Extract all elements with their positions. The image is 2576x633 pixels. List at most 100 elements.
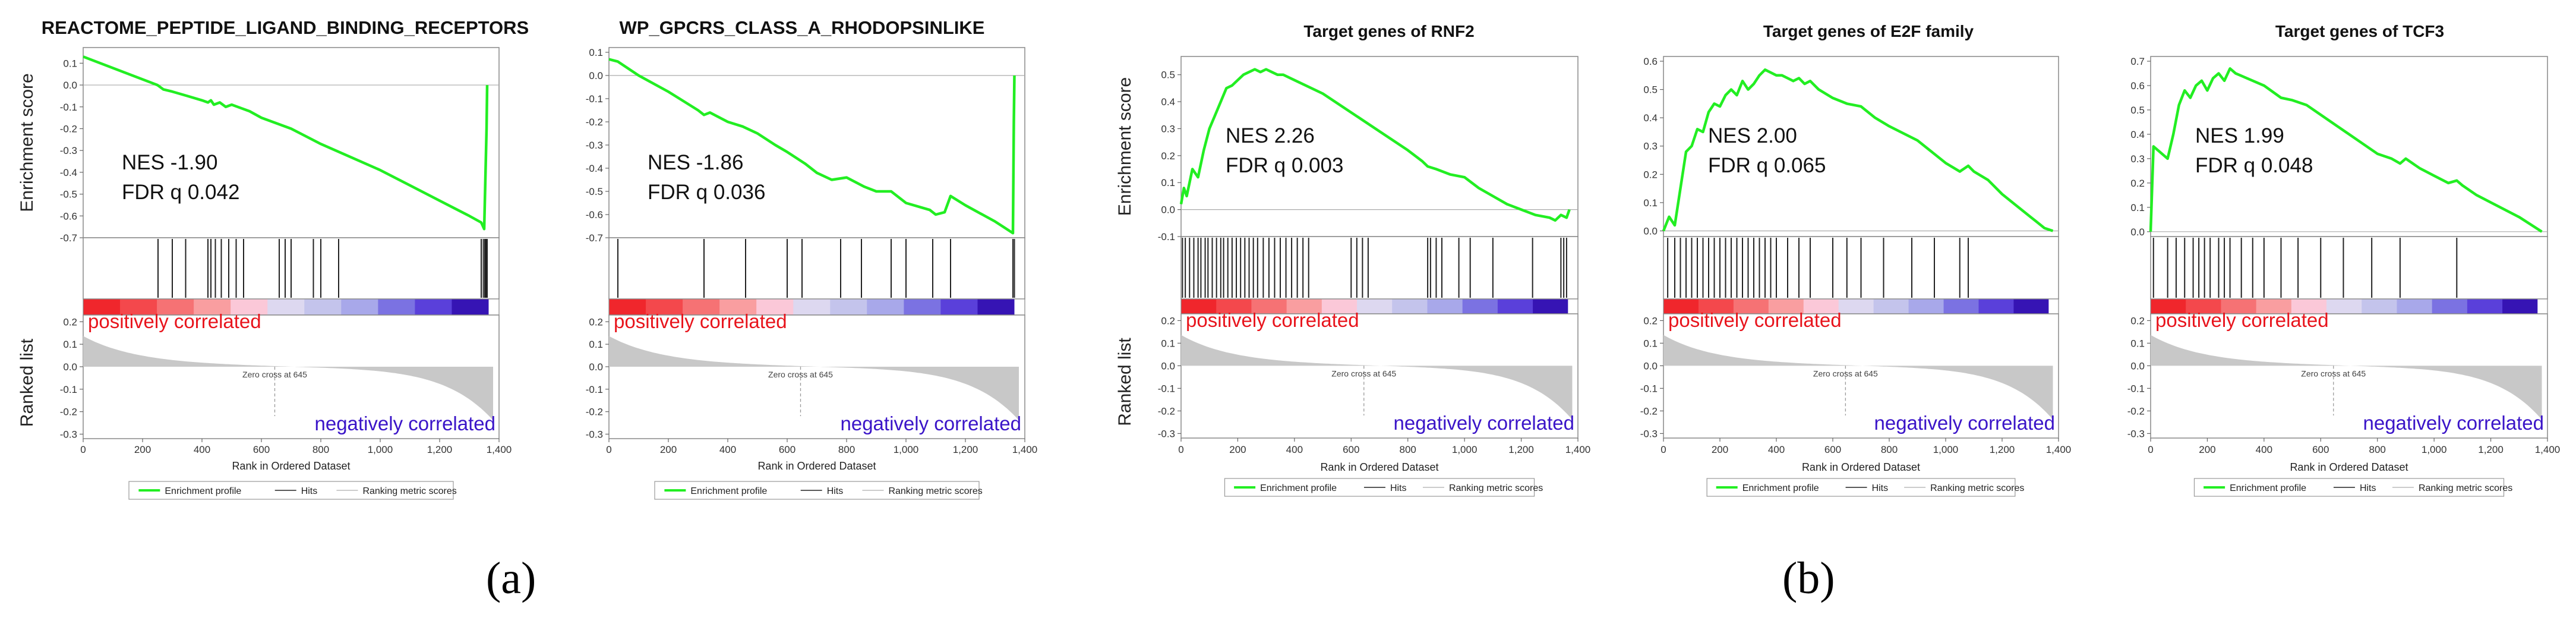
enrichment-profile-line <box>2149 67 2543 233</box>
heat-segment <box>1286 299 1322 314</box>
gsea-panel-3: Target genes of RNF2 0.5 0.4 0.3 0.2 0.1 0.0 -0… <box>1115 22 1590 497</box>
heat-segment <box>609 299 646 315</box>
y-tick-label: 0.3 <box>1643 141 1658 152</box>
rl-tick-label: 0.2 <box>63 316 77 327</box>
y-tick-label: -0.5 <box>586 186 603 197</box>
x-tick-label: 800 <box>312 444 329 455</box>
y-tick-label: -0.7 <box>586 232 603 244</box>
legend-ranking-metric-label: Ranking metric scores <box>1930 483 2024 493</box>
rl-tick-label: -0.1 <box>2127 383 2145 394</box>
x-tick-label: 0 <box>80 444 86 455</box>
rl-tick-label: -0.3 <box>60 429 77 440</box>
gsea-panel-1: REACTOME_PEPTIDE_LIGAND_BINDING_RECEPTOR… <box>17 17 529 500</box>
heat-segment <box>1533 299 1568 314</box>
heat-tail <box>488 299 499 315</box>
enrichment-profile-line <box>83 55 489 231</box>
fdr-text: FDR q 0.042 <box>122 181 239 204</box>
heat-segment <box>304 299 342 315</box>
hits-panel-frame <box>608 237 1025 300</box>
gsea-panel-4: Target genes of E2F family 0.6 0.5 0.4 0.3 0.… <box>1640 22 2071 497</box>
enrichment-profile-line <box>608 58 1016 235</box>
x-tick-label: 400 <box>1768 444 1785 455</box>
x-tick-label: 1,400 <box>2535 444 2561 455</box>
heat-segment <box>120 299 157 315</box>
enrichment-profile-line <box>1179 68 1571 222</box>
negatively-correlated-label: negatively correlated <box>314 412 495 434</box>
heat-tail <box>1014 299 1025 315</box>
legend-enrichment-profile-label: Enrichment profile <box>165 486 241 496</box>
negatively-correlated-label: negatively correlated <box>2363 412 2544 434</box>
x-tick-label: 1,000 <box>368 444 393 455</box>
zero-cross-label: Zero cross at 645 <box>1813 369 1878 378</box>
legend-enrichment-profile-label: Enrichment profile <box>1742 483 1819 493</box>
y-tick-label: 0.5 <box>1643 84 1658 96</box>
y-tick-label: 0.1 <box>1161 177 1175 188</box>
y-tick-label: 0.2 <box>1643 169 1658 180</box>
x-tick-label: 0 <box>1660 444 1666 455</box>
heat-segment <box>904 299 942 315</box>
rl-tick-label: 0.0 <box>1643 360 1658 371</box>
positively-correlated-label: positively correlated <box>1668 309 1842 331</box>
heat-segment <box>1181 299 1217 314</box>
chart-title: Target genes of TCF3 <box>2275 22 2444 40</box>
y-tick-label: -0.3 <box>60 145 77 156</box>
y-tick-label: 0.0 <box>1161 204 1175 216</box>
heat-segment <box>1768 299 1804 314</box>
es-axis-label: Enrichment score <box>17 73 37 212</box>
y-tick-label: 0.1 <box>1643 197 1658 209</box>
y-tick-label: -0.3 <box>586 140 603 151</box>
legend-hits-label: Hits <box>1872 483 1889 493</box>
x-axis-label: Rank in Ordered Dataset <box>232 460 350 472</box>
heat-segment <box>2151 299 2186 314</box>
negatively-correlated-label: negatively correlated <box>1874 412 2055 434</box>
x-tick-label: 1,200 <box>1990 444 2015 455</box>
es-panel-frame <box>83 47 500 238</box>
x-tick-label: 800 <box>1881 444 1898 455</box>
x-axis-label: Rank in Ordered Dataset <box>1320 461 1438 473</box>
x-tick-label: 200 <box>660 444 677 455</box>
x-axis-label: Rank in Ordered Dataset <box>1802 461 1920 473</box>
heat-segment <box>1251 299 1287 314</box>
rl-tick-label: 0.1 <box>63 339 77 350</box>
rl-tick-label: -0.1 <box>586 384 603 395</box>
x-tick-label: 600 <box>1343 444 1359 455</box>
x-tick-label: 1,400 <box>487 444 512 455</box>
x-axis-label: Rank in Ordered Dataset <box>757 460 876 472</box>
heat-segment <box>1497 299 1533 314</box>
chart-title: Target genes of RNF2 <box>1303 22 1474 40</box>
legend-ranking-metric-label: Ranking metric scores <box>888 486 982 496</box>
x-tick-label: 800 <box>838 444 855 455</box>
heat-segment <box>378 299 416 315</box>
rl-tick-label: 0.1 <box>589 339 603 350</box>
negatively-correlated-label: negatively correlated <box>1393 412 1574 434</box>
chart-title: WP_GPCRS_CLASS_A_RHODOPSINLIKE <box>620 17 985 38</box>
y-tick-label: -0.6 <box>586 209 603 221</box>
x-tick-label: 1,200 <box>427 444 453 455</box>
rl-tick-label: -0.2 <box>586 407 603 418</box>
x-tick-label: 1,000 <box>1452 444 1478 455</box>
legend-ranking-metric-label: Ranking metric scores <box>1449 483 1543 493</box>
y-tick-label: 0.1 <box>2130 202 2145 213</box>
legend-hits-label: Hits <box>1390 483 1407 493</box>
y-tick-label: 0.7 <box>2130 56 2145 67</box>
nes-text: NES 2.00 <box>1708 124 1797 147</box>
legend-hits-label: Hits <box>301 486 318 496</box>
heat-segment <box>2432 299 2468 314</box>
fdr-text: FDR q 0.003 <box>1226 154 1343 177</box>
heat-segment <box>867 299 904 315</box>
heat-segment <box>1803 299 1839 314</box>
rl-axis-label: Ranked list <box>17 338 37 427</box>
x-tick-label: 0 <box>1178 444 1183 455</box>
heat-segment <box>1216 299 1252 314</box>
heat-segment <box>1321 299 1358 314</box>
heat-segment <box>2256 299 2292 314</box>
positively-correlated-label: positively correlated <box>2155 309 2329 331</box>
x-tick-label: 400 <box>194 444 210 455</box>
heat-segment <box>1733 299 1769 314</box>
gsea-panel-5: Target genes of TCF3 0.7 0.6 0.5 0.4 0.3 0.2 0.… <box>2127 22 2561 497</box>
zero-cross-label: Zero cross at 645 <box>2301 369 2366 378</box>
y-tick-label: -0.4 <box>60 167 77 178</box>
x-tick-label: 600 <box>779 444 795 455</box>
x-tick-label: 1,200 <box>953 444 978 455</box>
